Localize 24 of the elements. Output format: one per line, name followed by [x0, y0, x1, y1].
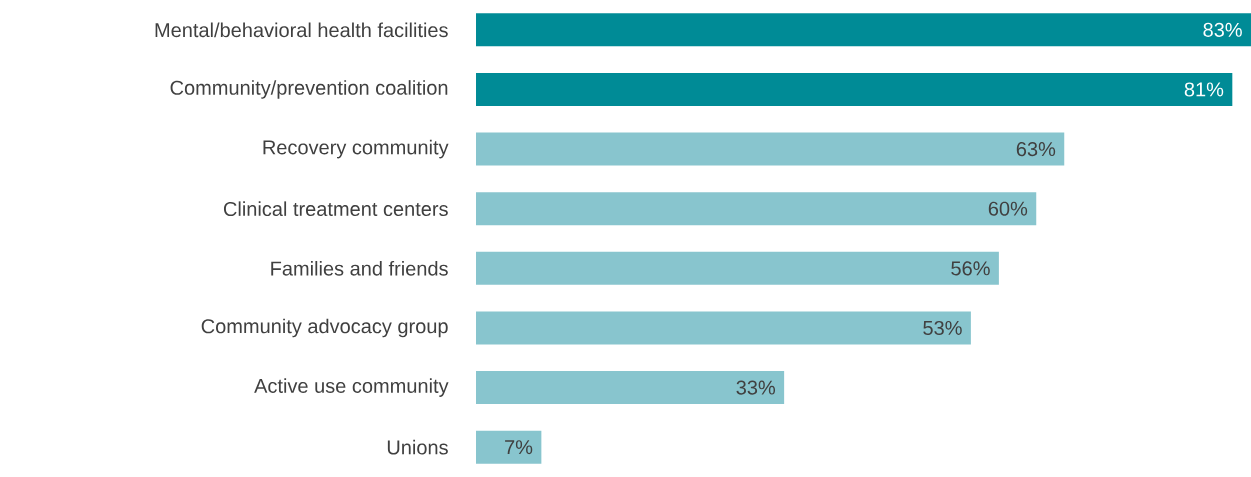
y-tick-label: Mental/behavioral health facilities — [155, 22, 448, 38]
bar — [476, 132, 1065, 166]
y-tick-label: Clinical treatment centers — [223, 201, 448, 217]
bar — [476, 371, 785, 405]
bar — [476, 311, 971, 345]
data-label: 81% — [1184, 82, 1224, 97]
y-tick-label: Community/prevention coalition — [170, 80, 448, 99]
data-label: 7% — [505, 440, 533, 455]
data-label: 60% — [988, 201, 1028, 216]
data-label: 83% — [1203, 22, 1242, 37]
y-tick-label: Active use community — [254, 378, 449, 397]
data-label: 53% — [923, 320, 962, 336]
bar — [476, 192, 1037, 226]
y-tick-label: Recovery community — [263, 139, 449, 159]
data-label: 56% — [951, 261, 990, 276]
y-tick-label: Community advocacy group — [201, 318, 448, 338]
data-label: 63% — [1016, 142, 1056, 157]
y-tick-label: Unions — [387, 439, 448, 455]
bar — [476, 13, 1251, 47]
data-label: 33% — [736, 380, 776, 395]
y-tick-label: Families and friends — [271, 260, 448, 276]
bar — [476, 72, 1233, 106]
bar — [476, 430, 542, 464]
bar — [476, 251, 999, 285]
